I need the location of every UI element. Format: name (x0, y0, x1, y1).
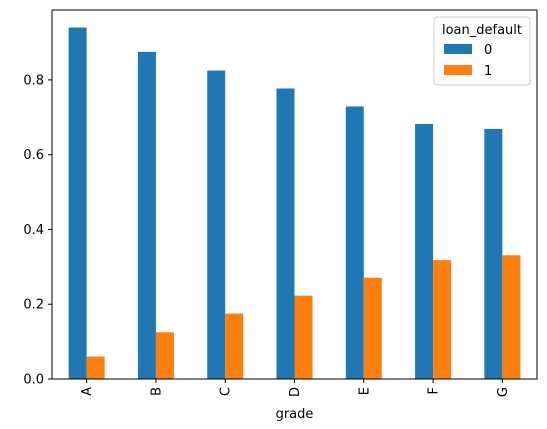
legend: loan_default 01 (433, 16, 531, 86)
bar-E-series-0 (345, 106, 364, 379)
x-tick-label: C (219, 387, 234, 396)
y-tick-label: 0.0 (23, 373, 44, 388)
x-axis: A B C D E F G (80, 379, 511, 397)
bar-C-series-0 (207, 70, 226, 380)
bar-E-series-1 (363, 277, 382, 379)
bar-C-series-1 (225, 313, 244, 379)
bars-layer (68, 27, 521, 380)
bar-A-series-0 (68, 27, 87, 379)
y-tick-label: 0.8 (23, 73, 44, 88)
legend-label-1: 1 (484, 64, 492, 79)
y-tick-label: 0.6 (23, 148, 44, 163)
legend-label-0: 0 (484, 43, 492, 58)
bar-G-series-0 (484, 128, 503, 379)
x-tick-label: D (288, 387, 303, 397)
x-tick-label: G (496, 387, 511, 397)
legend-items: 01 (444, 43, 492, 79)
bar-F-series-1 (433, 260, 452, 379)
bar-B-series-0 (137, 51, 156, 379)
y-tick-label: 0.2 (23, 298, 44, 313)
y-axis: 0.0 0.2 0.4 0.6 0.8 (23, 73, 52, 388)
bar-A-series-1 (86, 356, 105, 379)
legend-title: loan_default (442, 23, 522, 38)
bar-D-series-0 (276, 88, 295, 380)
bar-B-series-1 (155, 332, 174, 379)
x-axis-title: grade (276, 407, 314, 422)
x-tick-label: B (149, 387, 164, 396)
bar-G-series-1 (502, 255, 521, 379)
x-tick-label: F (427, 387, 442, 394)
legend-swatch-0 (444, 44, 472, 54)
x-tick-label: A (80, 387, 95, 396)
bar-D-series-1 (294, 295, 313, 379)
y-tick-label: 0.4 (23, 223, 44, 238)
legend-swatch-1 (444, 65, 472, 75)
x-tick-label: E (357, 387, 372, 395)
bar-F-series-0 (415, 124, 434, 379)
